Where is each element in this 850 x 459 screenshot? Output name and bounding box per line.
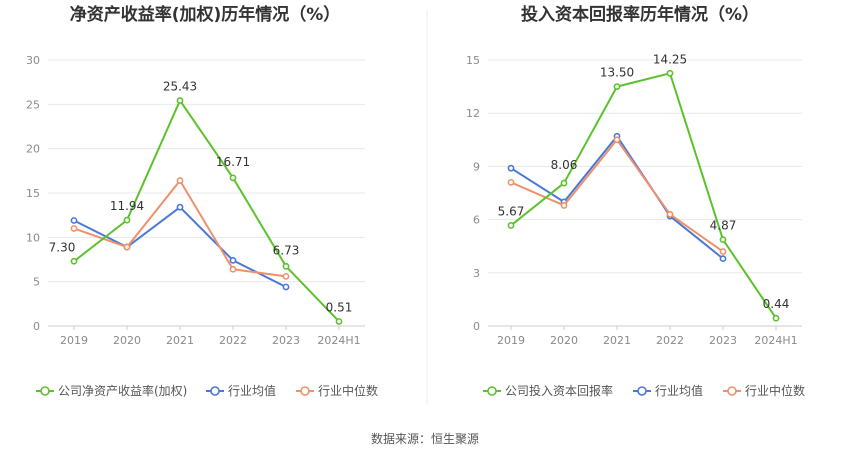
data-point [719,236,727,244]
x-tick-label: 2021 [603,334,631,347]
x-tick-label: 2022 [656,334,684,347]
roic-chart: 投入资本回报率历年情况（%） 0 3 6 9 12 15 2019 2020 2021 2022 20… [466,4,805,398]
data-source-label: 数据来源：恒生聚源 [371,431,479,446]
data-label: 11.94 [110,199,144,213]
x-tick-label: 2019 [497,334,525,347]
data-point [613,136,621,144]
x-tick-label: 2019 [60,334,88,347]
data-point [507,178,515,186]
series-line-2 [73,179,287,278]
legend-label: 公司净资产收益率(加权) [58,383,187,398]
series-line-2 [510,138,724,253]
x-tick-label: 2022 [219,334,247,347]
data-point [70,217,78,224]
y-tick-label: 25 [26,98,40,111]
data-point [666,210,674,218]
data-point [229,265,237,273]
series-line-1 [510,135,724,260]
data-point [282,272,290,280]
data-label: 0.51 [326,300,353,314]
x-tick-label: 2023 [709,334,737,347]
data-point [229,256,237,264]
data-point [335,318,343,325]
y-tick-label: 30 [26,54,40,67]
data-point [719,248,727,255]
legend-label: 行业均值 [228,383,276,398]
x-tick-label: 2020 [550,334,578,347]
legend-swatch-marker [487,386,497,396]
y-tick-label: 3 [473,267,480,280]
y-tick-label: 0 [473,320,480,333]
data-label: 14.25 [653,52,687,66]
data-label: 0.44 [763,297,790,311]
y-tick-label: 6 [473,214,480,227]
y-tick-label: 15 [26,187,40,200]
x-tick-label: 2021 [166,334,194,347]
series-line-0 [510,72,777,319]
legend-label: 行业中位数 [318,383,378,398]
data-point [70,225,78,232]
data-label: 8.06 [551,158,578,172]
data-point [613,83,621,90]
chart-title: 净资产收益率(加权)历年情况（%） [70,4,341,25]
data-point [282,283,290,291]
y-tick-label: 9 [473,160,480,173]
x-tick-label: 2020 [113,334,141,347]
y-tick-label: 12 [466,107,480,120]
y-tick-label: 0 [33,320,40,333]
legend-label: 公司投入资本回报率 [505,383,613,398]
data-label: 25.43 [163,80,197,94]
series-line-1 [73,206,287,288]
data-point [176,203,184,211]
legend-label: 行业均值 [655,383,703,398]
data-point [560,202,568,209]
legend-swatch-marker [40,386,50,396]
legend-swatch-marker [727,386,737,396]
data-label: 6.73 [273,243,300,257]
data-point [666,69,674,77]
legend-swatch-marker [210,386,220,396]
roe-chart: 净资产收益率(加权)历年情况（%） 0 5 10 15 20 25 30 2019 2020 202… [26,4,378,398]
legend-swatch-marker [637,386,647,396]
y-tick-label: 15 [466,54,480,67]
legend-swatch-marker [300,386,310,396]
legend-label: 行业中位数 [745,383,805,398]
y-tick-label: 5 [33,276,40,289]
data-point [176,177,184,184]
data-point [772,314,780,322]
series-line-0 [73,99,340,323]
data-point [282,262,290,270]
data-point [507,222,515,229]
chart-title: 投入资本回报率历年情况（%） [521,4,759,25]
x-tick-label: 2023 [272,334,300,347]
x-tick-label: 2024H1 [754,334,797,347]
y-tick-label: 10 [26,231,40,244]
data-label: 7.30 [49,240,76,254]
data-point [719,255,727,263]
data-point [70,257,78,265]
data-label: 4.87 [710,219,737,233]
data-point [560,179,568,187]
y-tick-label: 20 [26,143,40,156]
data-label: 16.71 [216,155,250,169]
data-label: 13.50 [600,66,634,80]
data-label: 5.67 [498,204,525,218]
data-point [229,174,237,182]
data-point [507,164,515,172]
x-tick-label: 2024H1 [317,334,360,347]
data-point [123,243,131,251]
data-point [123,216,131,224]
data-point [176,97,184,104]
